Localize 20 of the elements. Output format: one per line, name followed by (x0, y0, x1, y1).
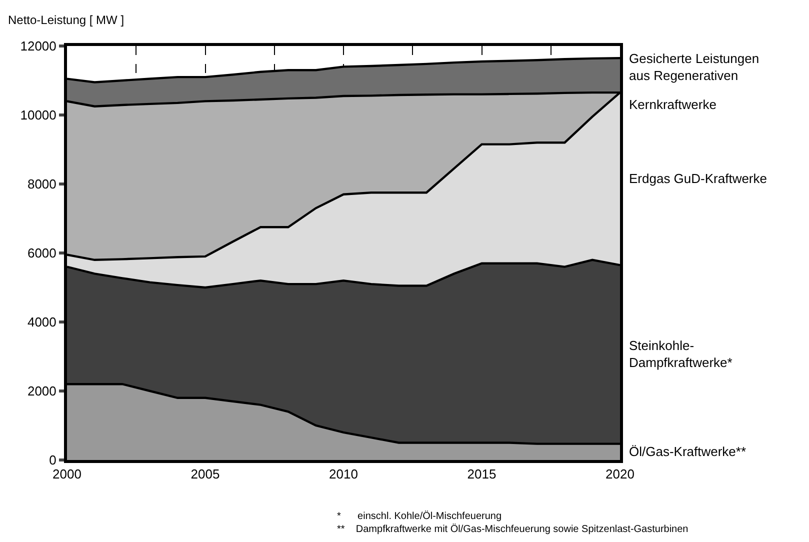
x-tick-label: 2005 (190, 466, 220, 482)
series-label: Öl/Gas-Kraftwerke** (629, 444, 746, 459)
y-tick-label: 8000 (27, 176, 56, 192)
x-tick-label: 2000 (52, 466, 82, 482)
y-tick-label: 2000 (27, 384, 56, 399)
y-axis-title: Netto-Leistung [ MW ] (8, 13, 124, 27)
y-tick-label: 4000 (27, 314, 56, 330)
y-tick-label: 0 (49, 452, 56, 468)
series-label: Steinkohle- Dampfkraftwerke* (629, 338, 732, 370)
series-label: Kernkraftwerke (629, 97, 716, 112)
x-tick-label: 2010 (329, 466, 358, 482)
y-tick-label: 6000 (27, 246, 56, 261)
x-tick-label: 2020 (606, 466, 634, 482)
y-tick-label: 10000 (20, 108, 56, 123)
series-label: Erdgas GuD-Kraftwerke (629, 171, 767, 186)
series-label: Gesicherte Leistungen aus Regenerativen (629, 51, 760, 83)
y-tick-label: 12000 (20, 38, 56, 54)
x-tick-label: 2015 (467, 466, 496, 482)
text: ** Dampfkraftwerke mit Öl/Gas-Mischfeuerung sowie Spitzenlast-Gasturbinen (337, 523, 688, 535)
text: * einschl. Kohle/Öl-Mischfeuerung (337, 510, 502, 522)
